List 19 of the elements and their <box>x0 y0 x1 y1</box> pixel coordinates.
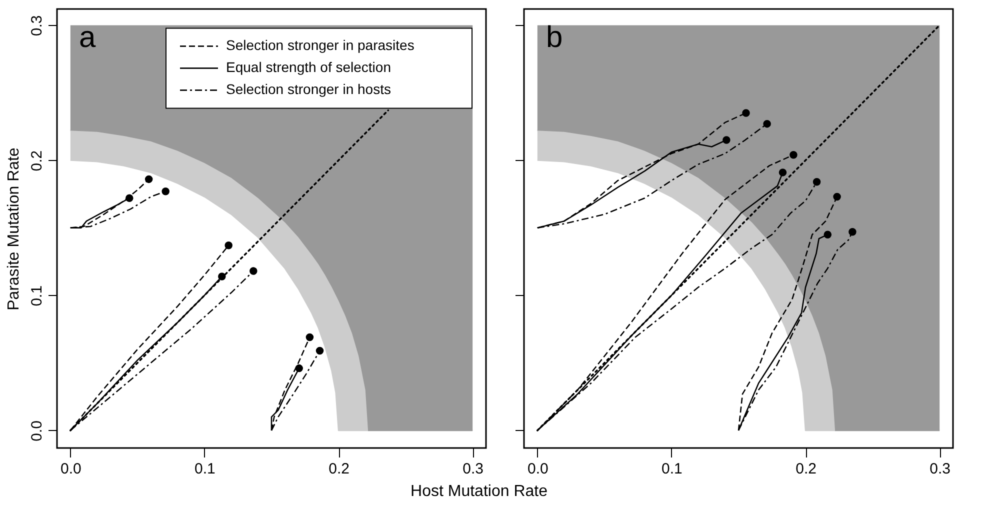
annotation: a <box>79 21 96 54</box>
legend-label: Equal strength of selection <box>226 59 391 76</box>
x-tick-label: 0.2 <box>328 460 350 478</box>
x-tick-label: 0.3 <box>930 460 951 478</box>
x-tick-label: 0.0 <box>527 460 548 478</box>
y-tick-label: 0.2 <box>28 150 46 172</box>
x-tick-label: 0.2 <box>796 460 816 478</box>
y-tick-label: 0.3 <box>28 15 46 36</box>
y-axis-title: Parasite Mutation Rate <box>6 148 22 310</box>
y-tick-label: 0.0 <box>28 420 46 442</box>
legend-label: Selection stronger in hosts <box>226 81 391 98</box>
x-tick-label: 0.0 <box>60 460 82 478</box>
x-tick-label: 0.1 <box>194 460 216 478</box>
legend-label: Selection stronger in parasites <box>226 37 414 54</box>
x-axis-title: Host Mutation Rate <box>410 482 548 500</box>
annotation: b <box>546 21 563 54</box>
x-tick-label: 0.1 <box>662 460 682 478</box>
y-tick-label: 0.1 <box>28 285 46 306</box>
x-tick-label: 0.3 <box>462 460 484 478</box>
